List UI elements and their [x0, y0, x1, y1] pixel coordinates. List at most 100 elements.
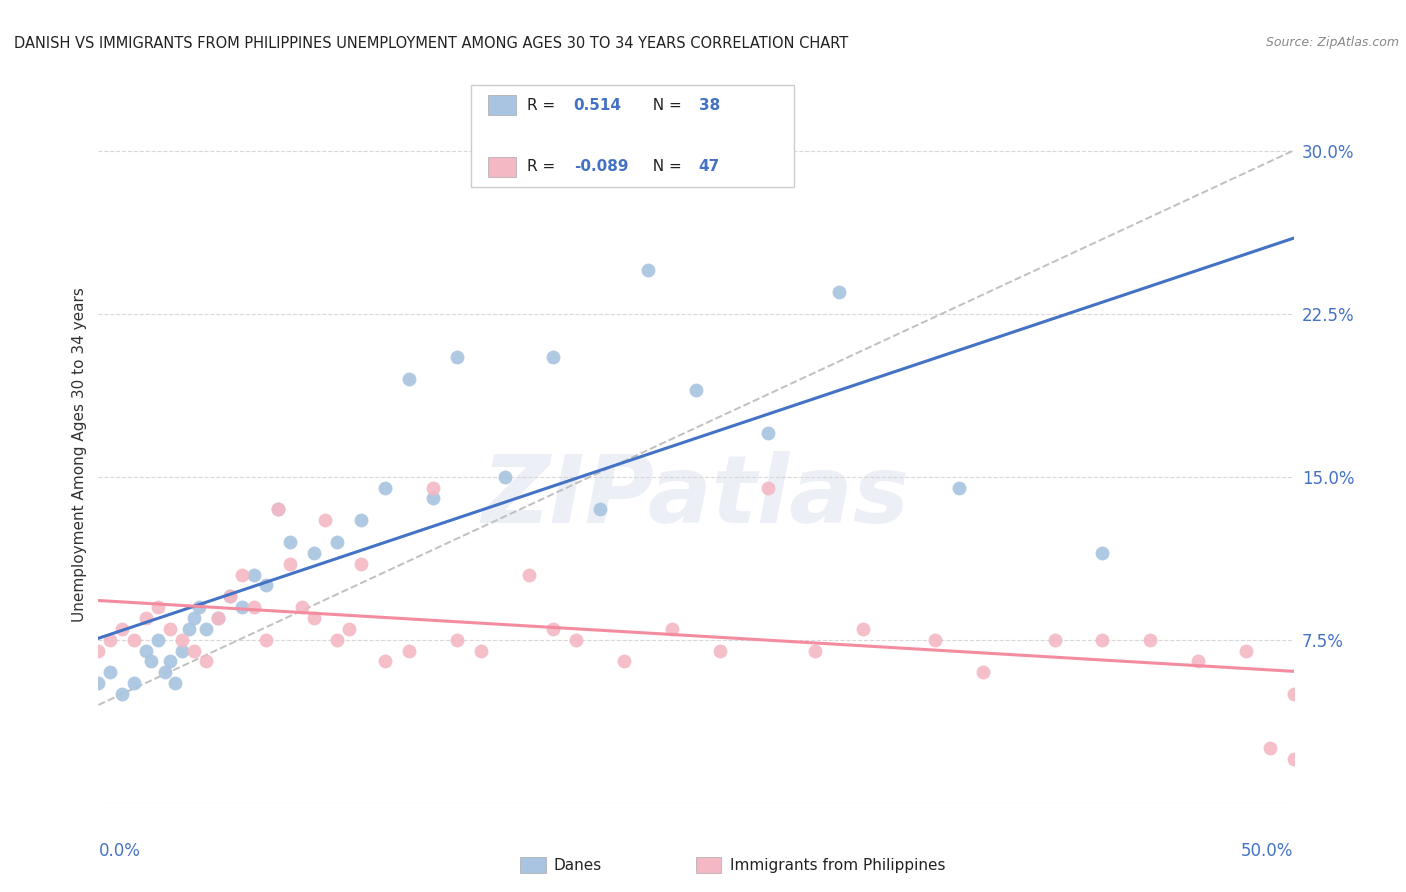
Point: [254, 578, 277, 592]
Point: [541, 350, 564, 364]
Point: [756, 481, 779, 495]
Text: N =: N =: [643, 98, 686, 112]
Point: [111, 687, 134, 701]
Text: R =: R =: [527, 160, 561, 174]
Point: [924, 632, 946, 647]
Point: [972, 665, 994, 680]
Point: [350, 557, 373, 571]
Point: [422, 481, 444, 495]
Point: [219, 589, 242, 603]
Point: [446, 632, 468, 647]
Point: [207, 611, 229, 625]
Point: [139, 655, 162, 669]
Point: [1043, 632, 1066, 647]
Text: 47: 47: [699, 160, 720, 174]
Point: [852, 622, 875, 636]
Point: [267, 502, 290, 516]
Point: [195, 655, 218, 669]
Text: 38: 38: [699, 98, 720, 112]
Point: [709, 643, 731, 657]
Point: [111, 622, 134, 636]
Point: [565, 632, 588, 647]
Point: [350, 513, 373, 527]
Point: [1187, 655, 1209, 669]
Point: [756, 426, 779, 441]
Point: [179, 622, 201, 636]
Point: [183, 643, 205, 657]
Point: [661, 622, 683, 636]
Point: [243, 567, 266, 582]
Text: 50.0%: 50.0%: [1241, 842, 1294, 860]
Text: Immigrants from Philippines: Immigrants from Philippines: [730, 858, 945, 872]
Point: [231, 600, 253, 615]
Point: [163, 676, 186, 690]
Point: [315, 513, 337, 527]
Point: [302, 546, 325, 560]
Point: [124, 676, 146, 690]
Point: [398, 372, 420, 386]
Point: [187, 600, 209, 615]
Point: [183, 611, 205, 625]
Point: [1258, 741, 1281, 756]
Point: [1282, 687, 1305, 701]
Point: [398, 643, 420, 657]
Point: [98, 632, 122, 647]
Point: [267, 502, 290, 516]
Point: [148, 632, 170, 647]
Point: [1091, 546, 1114, 560]
Point: [278, 534, 301, 549]
Point: [637, 263, 659, 277]
Text: 0.514: 0.514: [574, 98, 621, 112]
Point: [155, 665, 177, 680]
Point: [948, 481, 970, 495]
Point: [172, 643, 194, 657]
Point: [98, 665, 122, 680]
Text: DANISH VS IMMIGRANTS FROM PHILIPPINES UNEMPLOYMENT AMONG AGES 30 TO 34 YEARS COR: DANISH VS IMMIGRANTS FROM PHILIPPINES UN…: [14, 36, 848, 51]
Point: [207, 611, 229, 625]
Point: [135, 611, 157, 625]
Point: [159, 622, 181, 636]
Point: [374, 481, 396, 495]
Text: ZIPatlas: ZIPatlas: [482, 450, 910, 542]
Point: [422, 491, 444, 506]
Point: [374, 655, 396, 669]
Point: [291, 600, 314, 615]
Point: [470, 643, 492, 657]
Point: [613, 655, 636, 669]
Point: [589, 502, 612, 516]
Point: [278, 557, 301, 571]
Point: [1282, 752, 1305, 766]
Point: [517, 567, 540, 582]
Point: [326, 534, 349, 549]
Point: [135, 643, 157, 657]
Point: [685, 383, 707, 397]
Point: [1091, 632, 1114, 647]
Point: [804, 643, 827, 657]
Point: [339, 622, 361, 636]
Point: [828, 285, 851, 299]
Point: [254, 632, 277, 647]
Point: [231, 567, 253, 582]
Point: [494, 469, 516, 483]
Point: [326, 632, 349, 647]
Point: [159, 655, 181, 669]
Point: [446, 350, 468, 364]
Point: [172, 632, 194, 647]
Point: [1234, 643, 1257, 657]
Text: Source: ZipAtlas.com: Source: ZipAtlas.com: [1265, 36, 1399, 49]
Point: [541, 622, 564, 636]
Point: [87, 676, 110, 690]
Point: [1139, 632, 1161, 647]
Point: [219, 589, 242, 603]
Point: [124, 632, 146, 647]
Text: -0.089: -0.089: [574, 160, 628, 174]
Text: R =: R =: [527, 98, 561, 112]
Text: 0.0%: 0.0%: [98, 842, 141, 860]
Point: [302, 611, 325, 625]
Text: N =: N =: [643, 160, 686, 174]
Point: [195, 622, 218, 636]
Point: [148, 600, 170, 615]
Text: Danes: Danes: [554, 858, 602, 872]
Point: [243, 600, 266, 615]
Point: [87, 643, 110, 657]
